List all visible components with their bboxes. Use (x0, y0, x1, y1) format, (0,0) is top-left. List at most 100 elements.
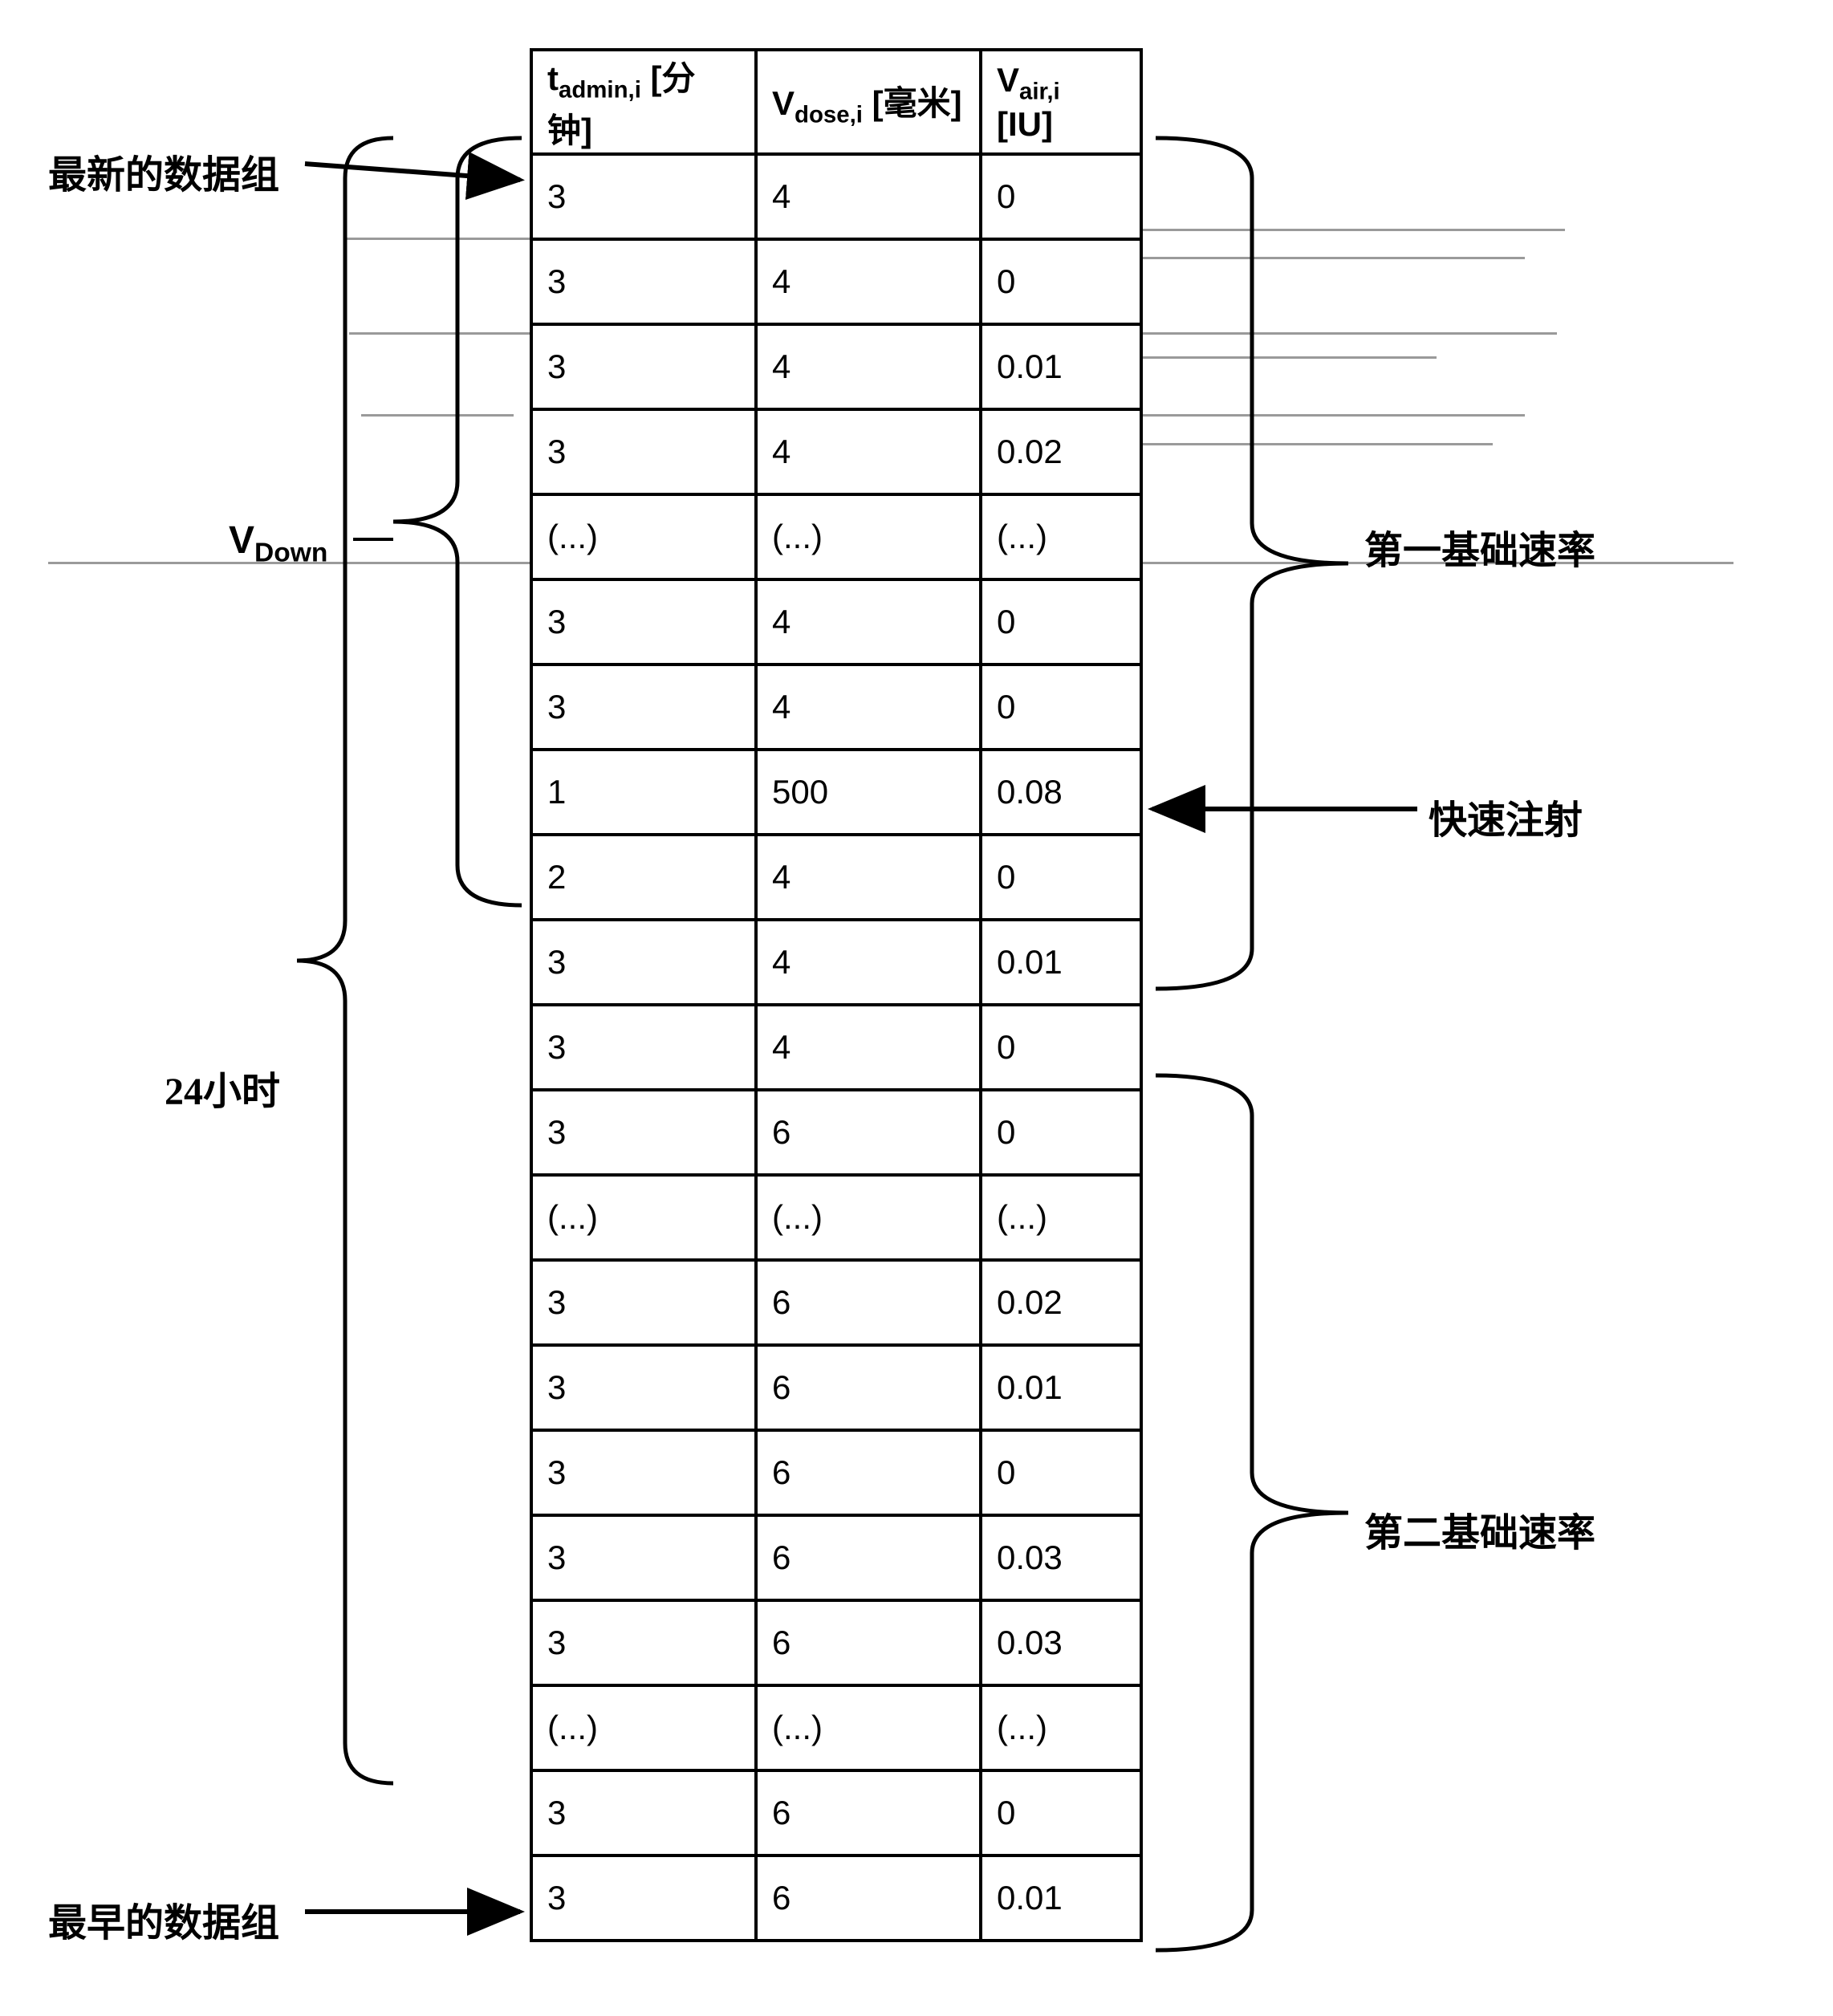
table-cell: 0 (981, 1005, 1141, 1090)
header-subscript: admin,i (559, 76, 641, 103)
table-cell: 4 (756, 920, 981, 1005)
header-symbol: V (997, 61, 1019, 99)
table-cell: 3 (531, 665, 756, 750)
table-row: 340.01 (531, 920, 1141, 1005)
table-cell: 6 (756, 1600, 981, 1685)
table-cell: 4 (756, 409, 981, 494)
table-cell: 0 (981, 1430, 1141, 1515)
header-subscript: dose,i (795, 101, 863, 128)
table-cell: 0.03 (981, 1515, 1141, 1600)
table-cell: 6 (756, 1345, 981, 1430)
header-symbol: t (547, 59, 559, 97)
table-cell: 3 (531, 920, 756, 1005)
table-cell: 0 (981, 835, 1141, 920)
table-cell: 0.03 (981, 1600, 1141, 1685)
table-row: 240 (531, 835, 1141, 920)
table-cell: 0.01 (981, 920, 1141, 1005)
table-row: 340 (531, 1005, 1141, 1090)
header-unit: [毫米] (863, 84, 962, 122)
table-cell: 3 (531, 409, 756, 494)
header-unit: [分钟] (547, 59, 696, 149)
table-cell: 0 (981, 1770, 1141, 1855)
table-cell: 3 (531, 1345, 756, 1430)
table-cell: 0.01 (981, 1345, 1141, 1430)
table-cell: 4 (756, 324, 981, 409)
table-cell: 3 (531, 1430, 756, 1515)
column-header: Vair,i [IU] (981, 50, 1141, 154)
table-cell: 0 (981, 665, 1141, 750)
table-cell: 0 (981, 239, 1141, 324)
table-row: 360.01 (531, 1855, 1141, 1941)
table-row: 360.03 (531, 1600, 1141, 1685)
table-row: 340 (531, 239, 1141, 324)
table-row: (...)(...)(...) (531, 494, 1141, 579)
vdown-brace (393, 138, 522, 905)
label-hours24: 24小时 (165, 1059, 280, 1116)
table-cell: (...) (531, 1685, 756, 1770)
label-rate1: 第一基础速率 (1364, 518, 1595, 575)
table-row: 340 (531, 154, 1141, 239)
table-row: (...)(...)(...) (531, 1175, 1141, 1260)
rate2-brace (1156, 1075, 1348, 1950)
table-cell: 6 (756, 1260, 981, 1345)
table-cell: 3 (531, 1005, 756, 1090)
table-cell: (...) (531, 494, 756, 579)
table-row: 360 (531, 1090, 1141, 1175)
table-row: 360 (531, 1770, 1141, 1855)
label-rate2: 第二基础速率 (1364, 1501, 1595, 1557)
header-symbol: V (772, 84, 795, 122)
table-cell: 3 (531, 1600, 756, 1685)
label-bolus: 快速注射 (1429, 788, 1583, 844)
table-row: 340 (531, 665, 1141, 750)
table-cell: 3 (531, 239, 756, 324)
rate1-brace (1156, 138, 1348, 989)
hours24-brace (297, 138, 393, 1783)
earliest-arrow (289, 1896, 536, 1928)
table-cell: 4 (756, 239, 981, 324)
table-cell: 3 (531, 1515, 756, 1600)
table-cell: 4 (756, 154, 981, 239)
label-earliest: 最早的数据组 (48, 1891, 279, 1947)
table-cell: 3 (531, 1855, 756, 1941)
table-cell: 6 (756, 1515, 981, 1600)
column-header: tadmin,i [分钟] (531, 50, 756, 154)
label-symbol: V (229, 519, 254, 562)
table-cell: 6 (756, 1855, 981, 1941)
table-cell: 3 (531, 324, 756, 409)
table-cell: 3 (531, 1090, 756, 1175)
table-cell: 500 (756, 750, 981, 835)
table-cell: 0 (981, 154, 1141, 239)
table-cell: 0 (981, 1090, 1141, 1175)
table-cell: 4 (756, 835, 981, 920)
header-unit: [IU] (997, 105, 1053, 143)
table-cell: 4 (756, 1005, 981, 1090)
table-cell: 0.01 (981, 1855, 1141, 1941)
table-cell: 3 (531, 579, 756, 665)
label-latest: 最新的数据组 (48, 143, 279, 199)
table-cell: 6 (756, 1770, 981, 1855)
table-cell: 4 (756, 579, 981, 665)
table-cell: 6 (756, 1090, 981, 1175)
table-cell: 3 (531, 1770, 756, 1855)
table-row: 15000.08 (531, 750, 1141, 835)
table-cell: 1 (531, 750, 756, 835)
table-row: 340 (531, 579, 1141, 665)
table-cell: 0.08 (981, 750, 1141, 835)
table-cell: 0.01 (981, 324, 1141, 409)
table-cell: (...) (981, 494, 1141, 579)
header-subscript: air,i (1019, 78, 1060, 104)
table-cell: (...) (981, 1685, 1141, 1770)
table-row: 340.01 (531, 324, 1141, 409)
table-row: 360.02 (531, 1260, 1141, 1345)
table-cell: 4 (756, 665, 981, 750)
table-row: 360.01 (531, 1345, 1141, 1430)
table-cell: (...) (981, 1175, 1141, 1260)
table-cell: (...) (756, 1175, 981, 1260)
table-cell: (...) (756, 494, 981, 579)
table-cell: 0.02 (981, 1260, 1141, 1345)
column-header: Vdose,i [毫米] (756, 50, 981, 154)
table-row: (...)(...)(...) (531, 1685, 1141, 1770)
table-cell: (...) (531, 1175, 756, 1260)
table-cell: 3 (531, 1260, 756, 1345)
table-cell: 6 (756, 1430, 981, 1515)
